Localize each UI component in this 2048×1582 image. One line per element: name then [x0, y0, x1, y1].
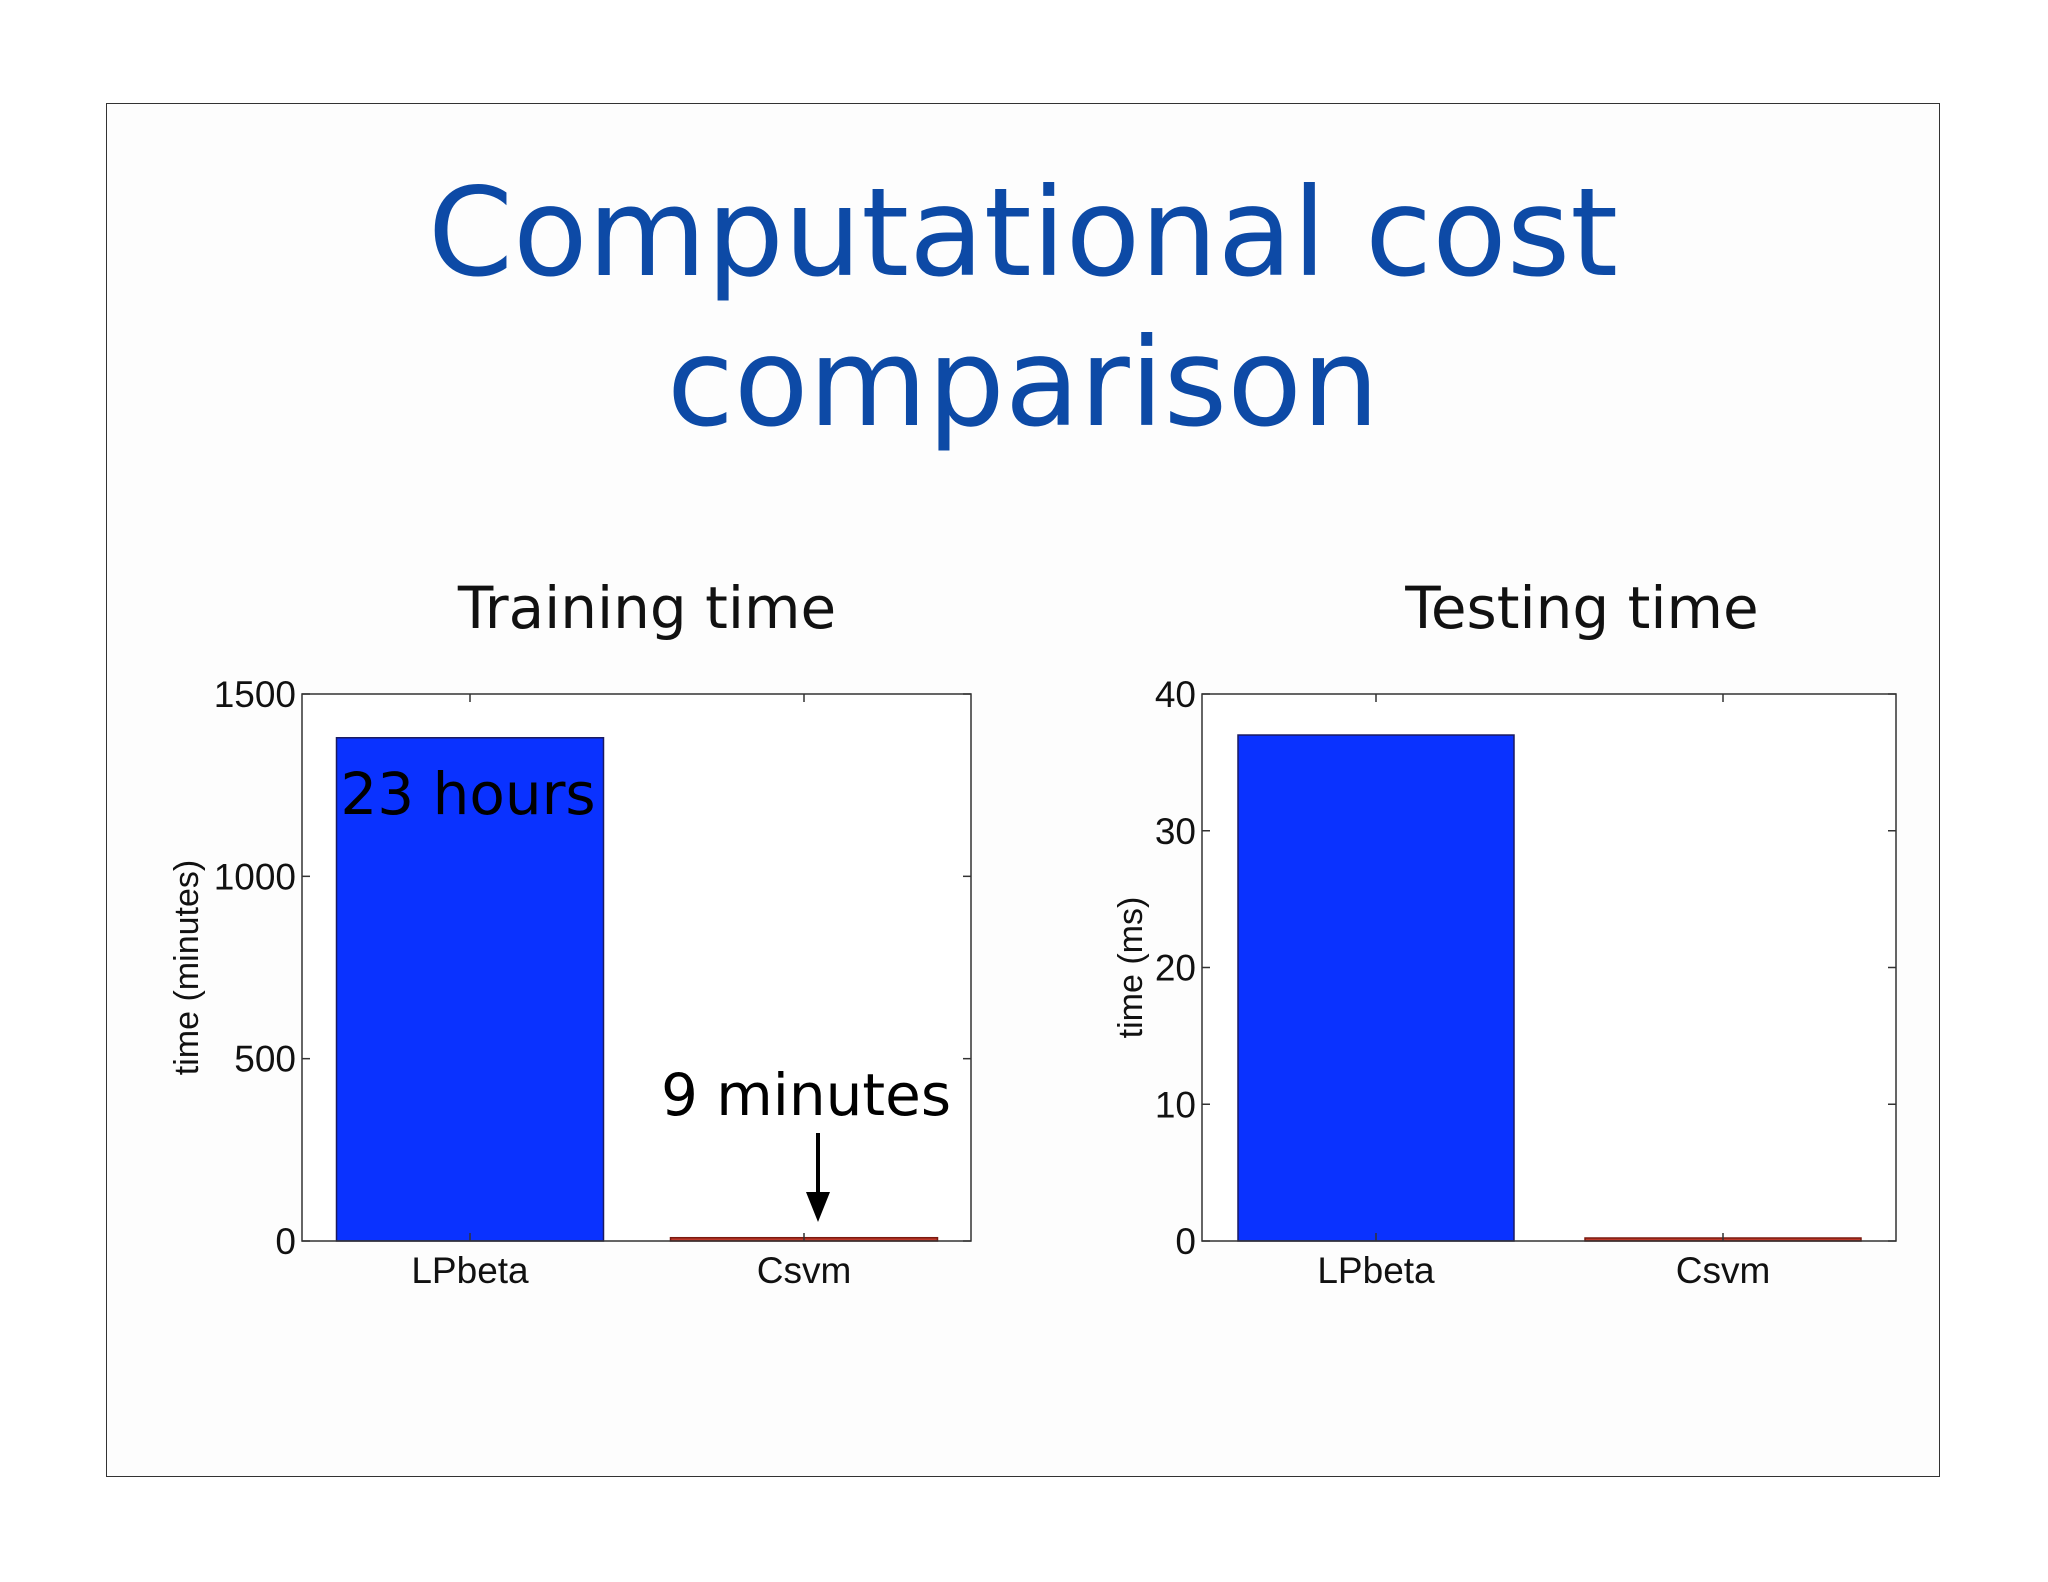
testing-ytick-label: 0 — [1175, 1221, 1196, 1262]
training-bar-lpbeta — [335, 737, 605, 1242]
testing-ytick-label: 20 — [1155, 948, 1196, 989]
training-ytick-label: 1000 — [214, 856, 296, 897]
training-annotation-1: 9 minutes — [661, 1061, 951, 1129]
testing-ytick-label: 10 — [1155, 1084, 1196, 1125]
training-annotation-0: 23 hours — [340, 760, 595, 828]
testing-ytick-label: 30 — [1155, 811, 1196, 852]
slide-title: Computational cost comparison — [106, 158, 1940, 458]
testing-xtick-label-lpbeta: LPbeta — [1317, 1250, 1435, 1291]
training-ytick-label: 1500 — [214, 674, 296, 715]
slide-title-line-1: Computational cost — [427, 162, 1619, 304]
testing-ylabel: time (ms) — [1112, 897, 1150, 1039]
training-ytick-label: 0 — [275, 1221, 296, 1262]
slide-title-line-2: comparison — [666, 312, 1380, 454]
testing-bar-lpbeta — [1237, 734, 1515, 1242]
testing-xtick-label-csvm: Csvm — [1676, 1250, 1771, 1291]
training-ylabel: time (minutes) — [168, 860, 206, 1075]
training-ytick-label: 500 — [234, 1039, 296, 1080]
training-chart-title: Training time — [457, 574, 836, 642]
training-xtick-label-csvm: Csvm — [757, 1250, 852, 1291]
training-annotation-arrow-head — [806, 1192, 830, 1222]
testing-chart-title: Testing time — [1404, 574, 1758, 642]
testing-ytick-label: 40 — [1155, 674, 1196, 715]
training-xtick-label-lpbeta: LPbeta — [411, 1250, 529, 1291]
training-axes-frame — [301, 693, 972, 1242]
